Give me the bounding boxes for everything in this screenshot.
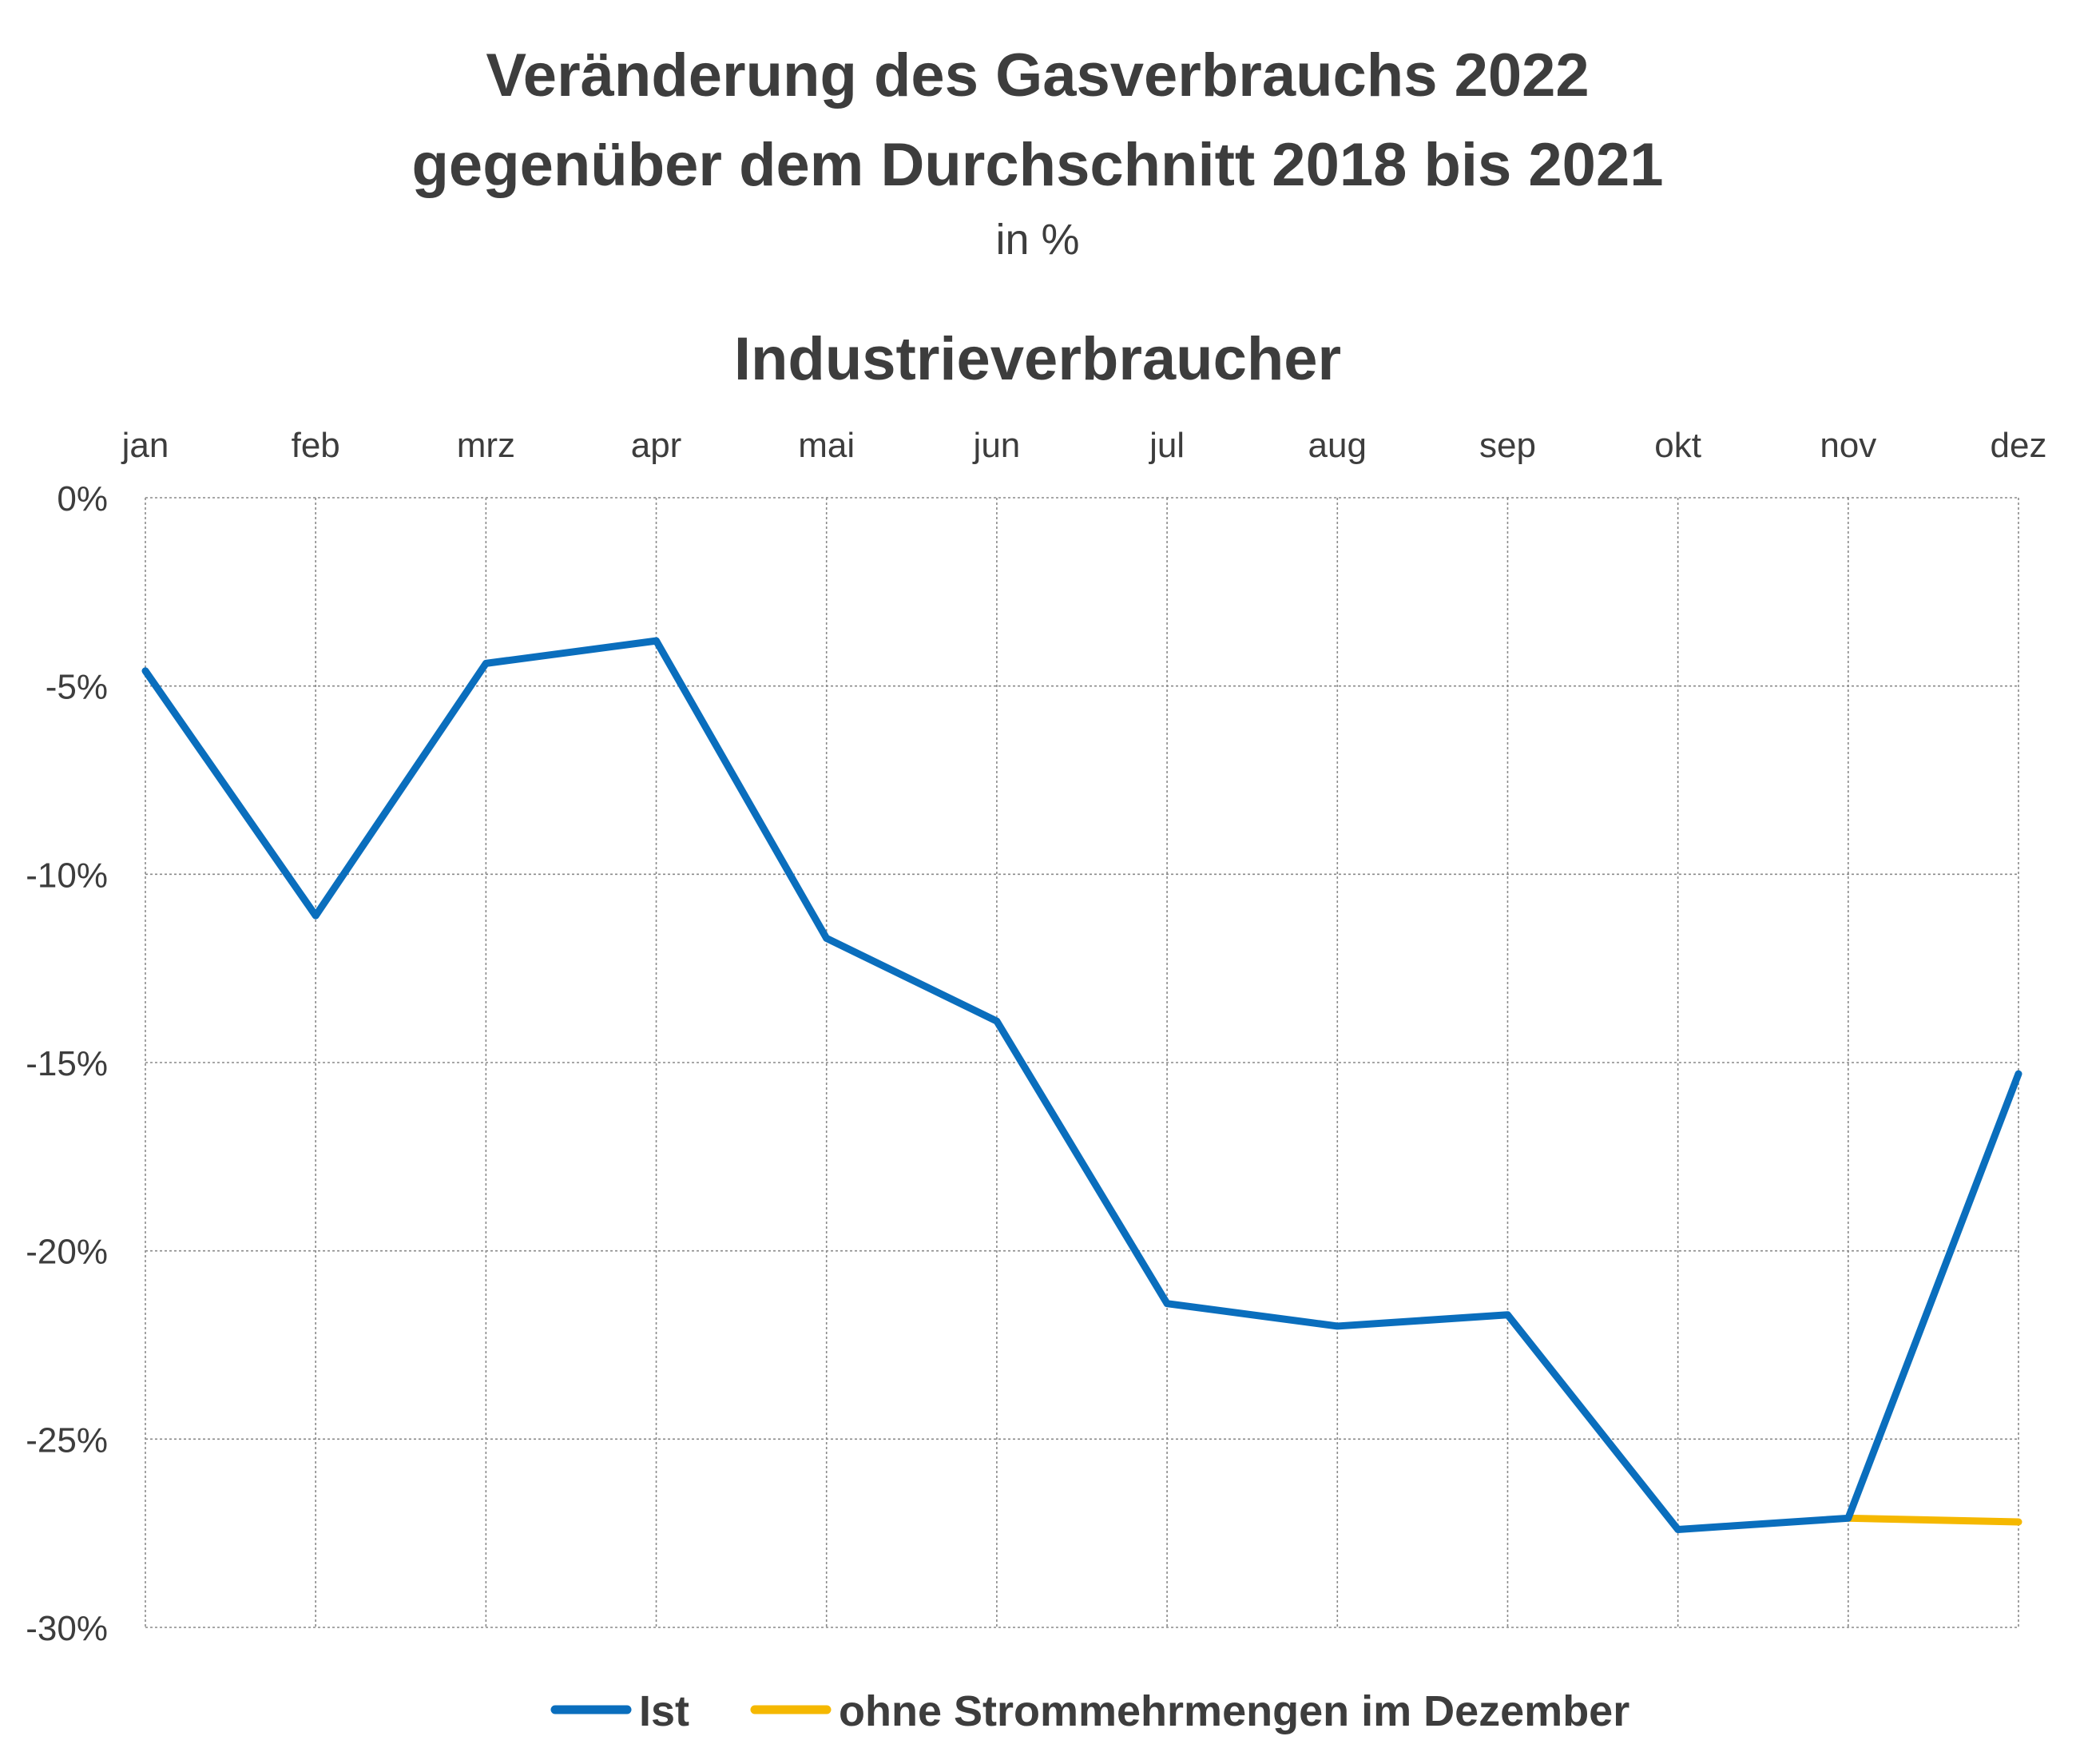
series-line: [1844, 1514, 2022, 1526]
x-tick-label: apr: [631, 426, 682, 465]
x-tick-label: nov: [1820, 426, 1876, 465]
legend-label-ist: Ist: [639, 1687, 689, 1735]
legend-label-ohne-strommehrmengen: ohne Strommehrmengen im Dezember: [839, 1687, 1629, 1735]
chart-title-line2: gegenüber dem Durchschnitt 2018 bis 2021: [412, 131, 1664, 199]
y-tick-label: -25%: [26, 1420, 108, 1460]
legend: Ist ohne Strommehrmengen im Dezember: [550, 1687, 1629, 1735]
x-tick-label: feb: [292, 426, 340, 465]
series-lines: [141, 637, 2022, 1533]
x-tick-label: sep: [1479, 426, 1536, 465]
titles: Veränderung des Gasverbrauchs 2022 gegen…: [412, 42, 1664, 393]
x-tick-label: mai: [798, 426, 855, 465]
y-tick-label: -5%: [46, 668, 108, 707]
chart-title: Veränderung des Gasverbrauchs 2022: [486, 42, 1589, 109]
x-tick-label: dez: [1991, 426, 2047, 465]
x-tick-label: mrz: [457, 426, 515, 465]
x-tick-label: jun: [972, 426, 1021, 465]
y-tick-label: -10%: [26, 856, 108, 895]
y-tick-label: -20%: [26, 1233, 108, 1272]
x-tick-label: jul: [1148, 426, 1185, 465]
x-tick-label: aug: [1308, 426, 1367, 465]
series-line: [141, 637, 2022, 1533]
x-tick-label: okt: [1654, 426, 1701, 465]
chart-subtitle: Industrieverbraucher: [734, 325, 1341, 393]
x-axis-tick-labels: jan feb mrz apr mai jun jul aug sep okt nov dez: [121, 426, 2047, 465]
x-tick-label: jan: [121, 426, 169, 465]
y-tick-label: 0%: [57, 479, 108, 518]
grid: [145, 497, 2019, 1628]
y-axis-tick-labels: 0% -5% -10% -15% -20% -25% -30%: [26, 479, 108, 1648]
y-tick-label: -15%: [26, 1044, 108, 1083]
y-tick-label: -30%: [26, 1609, 108, 1648]
chart-unit: in %: [995, 216, 1079, 264]
